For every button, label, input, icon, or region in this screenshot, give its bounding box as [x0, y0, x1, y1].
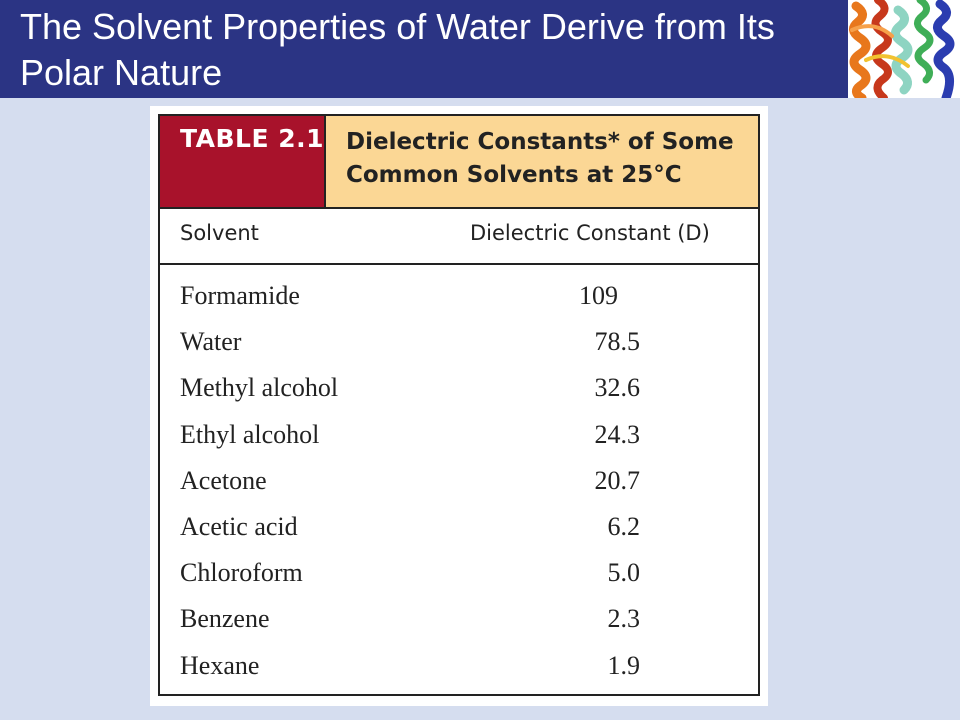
dielectric-value: 2.3	[607, 604, 641, 634]
dielectric-value: 1.9	[607, 650, 641, 680]
table-row: Methyl alcohol 32.6	[160, 371, 758, 417]
dielectric-value: 5.0	[607, 558, 641, 588]
table-row: Ethyl alcohol 24.3	[160, 418, 758, 464]
table-row: Benzene 2.3	[160, 602, 758, 648]
table-row: Acetone 20.7	[160, 464, 758, 510]
solvent-name: Acetone	[180, 465, 267, 495]
table-row: Formamide 109	[160, 279, 758, 325]
solvent-name: Acetic acid	[180, 511, 298, 541]
table-card: TABLE 2.1 Dielectric Constants* of Some …	[150, 106, 768, 706]
table-row: Hexane 1.9	[160, 649, 758, 695]
solvent-name: Benzene	[180, 604, 270, 634]
solvent-name: Methyl alcohol	[180, 373, 339, 403]
table-row: Water 78.5	[160, 325, 758, 371]
table-body: Formamide 109 Water 78.5 Methyl alcohol …	[160, 279, 758, 695]
column-header-solvent: Solvent	[180, 221, 259, 245]
solvent-name: Water	[180, 327, 242, 357]
solvent-name: Chloroform	[180, 558, 303, 588]
column-header-dielectric: Dielectric Constant (D)	[470, 221, 710, 245]
solvent-name: Ethyl alcohol	[180, 419, 320, 449]
dielectric-table: TABLE 2.1 Dielectric Constants* of Some …	[158, 114, 760, 696]
table-header: TABLE 2.1 Dielectric Constants* of Some …	[160, 116, 758, 209]
solvent-name: Hexane	[180, 650, 260, 680]
dielectric-value: 6.2	[607, 511, 641, 541]
slide-title: The Solvent Properties of Water Derive f…	[20, 6, 775, 93]
title-bar: The Solvent Properties of Water Derive f…	[0, 0, 960, 98]
dielectric-value: 20.7	[594, 465, 641, 495]
table-number-box: TABLE 2.1	[160, 116, 326, 207]
protein-helix-image	[848, 0, 960, 98]
dielectric-value: 109	[579, 281, 618, 310]
column-header-row: Solvent Dielectric Constant (D)	[160, 209, 758, 265]
table-caption-box: Dielectric Constants* of Some Common Sol…	[326, 116, 758, 207]
dielectric-value: 78.5	[594, 327, 641, 357]
dielectric-value: 32.6	[594, 373, 641, 403]
dielectric-value: 24.3	[594, 419, 641, 449]
table-caption: Dielectric Constants* of Some Common Sol…	[346, 129, 734, 188]
table-row: Chloroform 5.0	[160, 556, 758, 602]
solvent-name: Formamide	[180, 281, 300, 310]
table-row: Acetic acid 6.2	[160, 510, 758, 556]
table-number: TABLE 2.1	[180, 124, 325, 153]
